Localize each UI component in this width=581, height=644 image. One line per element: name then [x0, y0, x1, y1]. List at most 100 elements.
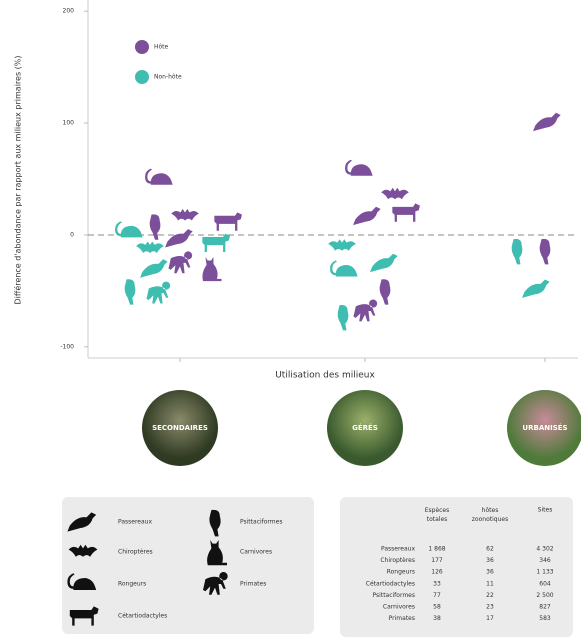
table-cell: 23 — [486, 604, 494, 611]
point-icon — [370, 253, 398, 273]
point — [379, 279, 391, 305]
point — [146, 281, 171, 304]
legend-swatch — [135, 70, 149, 84]
point — [214, 212, 242, 231]
point-icon — [146, 281, 171, 304]
table-row-label: Rongeurs — [387, 569, 415, 576]
table-cell: 2 500 — [536, 592, 553, 599]
x-axis-label: Utilisation des milieux — [275, 371, 375, 381]
point-icon — [168, 251, 193, 274]
table-row-label: Primates — [389, 615, 415, 622]
table-cell: 17 — [486, 615, 494, 622]
point — [328, 239, 356, 251]
category-photo — [142, 390, 218, 466]
taxon-icon — [207, 540, 227, 566]
legend-label: Non-hôte — [154, 74, 182, 81]
point — [136, 241, 164, 253]
point — [345, 159, 373, 176]
table-cell: 11 — [486, 580, 494, 587]
table-cell: 346 — [539, 557, 551, 564]
category-photo — [507, 390, 581, 466]
point-icon — [353, 299, 378, 322]
point-icon — [149, 214, 161, 240]
point — [381, 187, 409, 200]
point — [202, 257, 222, 282]
table-cell: 126 — [431, 569, 443, 576]
taxon-label: Cétartiodactyles — [118, 613, 167, 620]
point — [145, 168, 173, 185]
table-cell: 22 — [486, 592, 494, 599]
taxon-label: Rongeurs — [118, 581, 146, 588]
point — [140, 259, 168, 278]
point-icon — [124, 279, 136, 305]
point-icon — [145, 168, 173, 185]
point-icon — [539, 238, 551, 265]
taxon-icon-shape — [209, 509, 221, 537]
point-icon — [140, 259, 168, 278]
table-row-label: Passereaux — [381, 546, 415, 553]
table-cell: 77 — [433, 592, 441, 599]
point — [165, 229, 193, 248]
table-header-line: hôtes — [482, 507, 499, 514]
table-cell: 583 — [539, 615, 551, 622]
point-icon — [330, 260, 358, 277]
taxon-label: Psittaciformes — [240, 519, 282, 526]
taxon-icon — [67, 573, 97, 590]
table-cell: 177 — [431, 557, 443, 564]
table-row-label: Cétartiodactyles — [366, 580, 415, 587]
table-cell: 36 — [486, 557, 494, 564]
table-row-label: Carnivores — [383, 604, 415, 611]
y-tick-label: 0 — [70, 231, 74, 238]
table-cell: 36 — [486, 569, 494, 576]
taxon-label: Chiroptères — [118, 549, 153, 556]
table-header-line: zoonotiques — [472, 516, 508, 523]
point-icon — [353, 206, 381, 226]
point-icon — [171, 209, 199, 221]
taxon-label: Passereaux — [118, 519, 152, 526]
table-cell: 33 — [433, 580, 441, 587]
table-row-label: Chiroptères — [380, 557, 415, 564]
taxon-icon-shape — [203, 572, 228, 595]
category-label: URBANISÉS — [522, 423, 567, 432]
point — [392, 203, 420, 222]
point-icon — [522, 279, 550, 298]
category-label: GÉRÉS — [352, 423, 378, 432]
taxon-icon-shape — [69, 606, 99, 626]
point — [353, 206, 381, 226]
table-header-line: totales — [427, 516, 448, 523]
point — [539, 238, 551, 265]
table-cell: 1 133 — [536, 569, 553, 576]
point-icon — [533, 112, 561, 132]
point-icon — [214, 212, 242, 231]
table-cell: 62 — [486, 546, 494, 553]
point — [168, 251, 193, 274]
point — [370, 253, 398, 273]
taxon-icon — [68, 544, 98, 557]
taxon-icon-shape — [207, 540, 227, 566]
y-axis-label: Différence d'abondance par rapport aux m… — [13, 55, 23, 304]
point — [337, 304, 349, 331]
taxon-icon — [209, 509, 221, 537]
category-label: SECONDAIRES — [152, 424, 208, 432]
point-icon — [392, 203, 420, 222]
point-icon — [328, 239, 356, 251]
y-tick-label: 200 — [63, 8, 75, 15]
point — [149, 214, 161, 240]
y-tick-label: 100 — [63, 120, 75, 127]
taxon-icon — [203, 572, 228, 595]
table-header: Sites — [538, 507, 553, 514]
y-tick-label: -100 — [60, 343, 74, 350]
point — [353, 299, 378, 322]
taxon-icon — [69, 606, 99, 626]
point — [511, 238, 523, 265]
point — [330, 260, 358, 277]
point-icon — [511, 238, 523, 265]
taxon-label: Primates — [240, 581, 266, 588]
point-icon — [381, 187, 409, 200]
table-cell: 4 302 — [536, 546, 553, 553]
taxa-legend-box — [62, 497, 314, 634]
table-header: hôtes zoonotiques — [472, 507, 508, 523]
point-icon — [202, 257, 222, 282]
point-icon — [165, 229, 193, 248]
